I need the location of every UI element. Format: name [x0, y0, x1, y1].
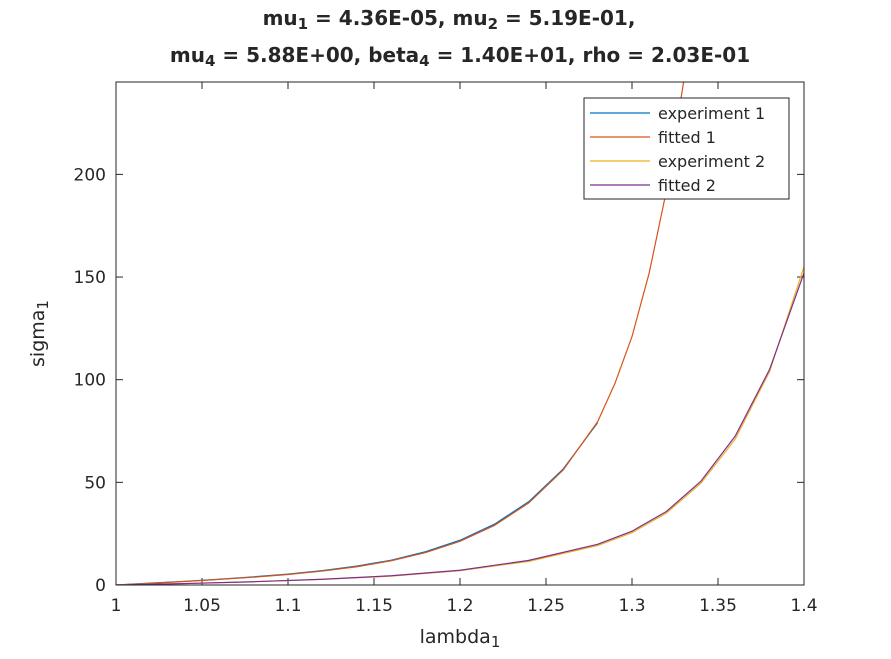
series-line-4 [116, 272, 804, 585]
legend-entry: experiment 2 [658, 152, 765, 171]
x-tick-label: 1.15 [355, 596, 393, 616]
axes-box [115, 81, 805, 586]
x-tick-label: 1.2 [446, 596, 473, 616]
series-line-2 [116, 82, 685, 585]
axis-ticks: 1 1.05 1.1 1.15 1.2 1.25 1.3 1.35 1.4 0 50 100 150 20… [74, 82, 818, 616]
x-tick-label: 1.35 [699, 596, 737, 616]
x-tick-label: 1.05 [183, 596, 221, 616]
x-tick-label: 1 [111, 596, 122, 616]
legend-entry: experiment 1 [658, 104, 765, 123]
chart-title-line-2: mu4 = 5.88E+00, beta4 = 1.40E+01, rho = … [170, 43, 750, 70]
x-tick-label: 1.25 [527, 596, 565, 616]
chart-title-line-1: mu1 = 4.36E-05, mu2 = 5.19E-01, [263, 6, 636, 33]
x-tick-label: 1.1 [274, 596, 301, 616]
y-tick-label: 0 [95, 576, 106, 596]
y-tick-label: 200 [74, 165, 106, 185]
series-lines [116, 82, 804, 585]
x-axis-label: lambda1 [420, 626, 501, 651]
y-axis-label: sigma1 [27, 300, 52, 367]
y-tick-label: 150 [74, 268, 106, 288]
x-tick-label: 1.3 [618, 596, 645, 616]
legend-box [583, 97, 790, 200]
legend-entry: fitted 1 [658, 128, 716, 147]
y-tick-label: 50 [84, 473, 106, 493]
legend-entry: fitted 2 [658, 176, 716, 195]
legend: experiment 1 fitted 1 experiment 2 fitted 2 [583, 97, 790, 200]
x-tick-label: 1.4 [790, 596, 817, 616]
y-tick-label: 100 [74, 371, 106, 391]
